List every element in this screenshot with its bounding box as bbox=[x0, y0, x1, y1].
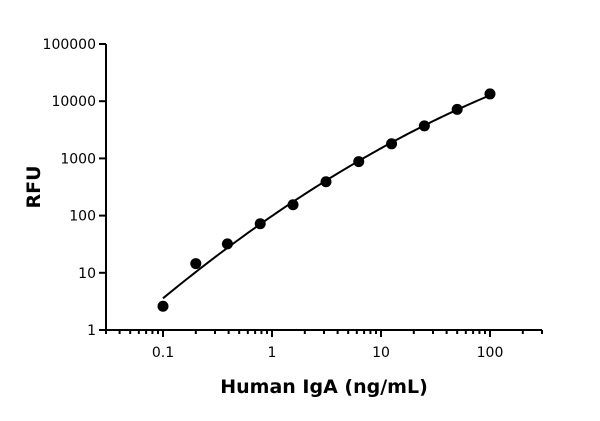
data-point bbox=[254, 218, 266, 230]
data-point bbox=[451, 103, 463, 115]
x-axis-title: Human IgA (ng/mL) bbox=[220, 376, 428, 398]
y-axis-title: RFU bbox=[23, 165, 45, 208]
ticks: 1 10 100 1000 10000 100000 0.1 1 10 100 bbox=[43, 37, 543, 361]
data-point bbox=[386, 138, 398, 150]
y-tick-label: 10 bbox=[78, 266, 96, 282]
data-point bbox=[320, 176, 332, 188]
data-points bbox=[157, 88, 496, 312]
data-point bbox=[484, 88, 496, 100]
data-point bbox=[418, 120, 430, 132]
fit-curve bbox=[162, 94, 491, 300]
x-tick-label: 0.1 bbox=[152, 345, 174, 361]
y-tick-label: 10000 bbox=[51, 94, 96, 110]
y-tick-label: 1000 bbox=[60, 151, 96, 167]
axes bbox=[105, 44, 542, 331]
y-tick-label: 100 bbox=[69, 209, 96, 225]
data-point bbox=[221, 238, 233, 250]
x-tick-label: 10 bbox=[372, 345, 390, 361]
data-point bbox=[353, 156, 365, 168]
data-point bbox=[190, 258, 202, 270]
data-point bbox=[287, 199, 299, 211]
x-tick-label: 1 bbox=[268, 345, 277, 361]
data-point bbox=[157, 300, 169, 312]
y-tick-label: 1 bbox=[87, 323, 96, 339]
y-tick-label: 100000 bbox=[43, 37, 96, 53]
x-tick-label: 100 bbox=[477, 345, 504, 361]
